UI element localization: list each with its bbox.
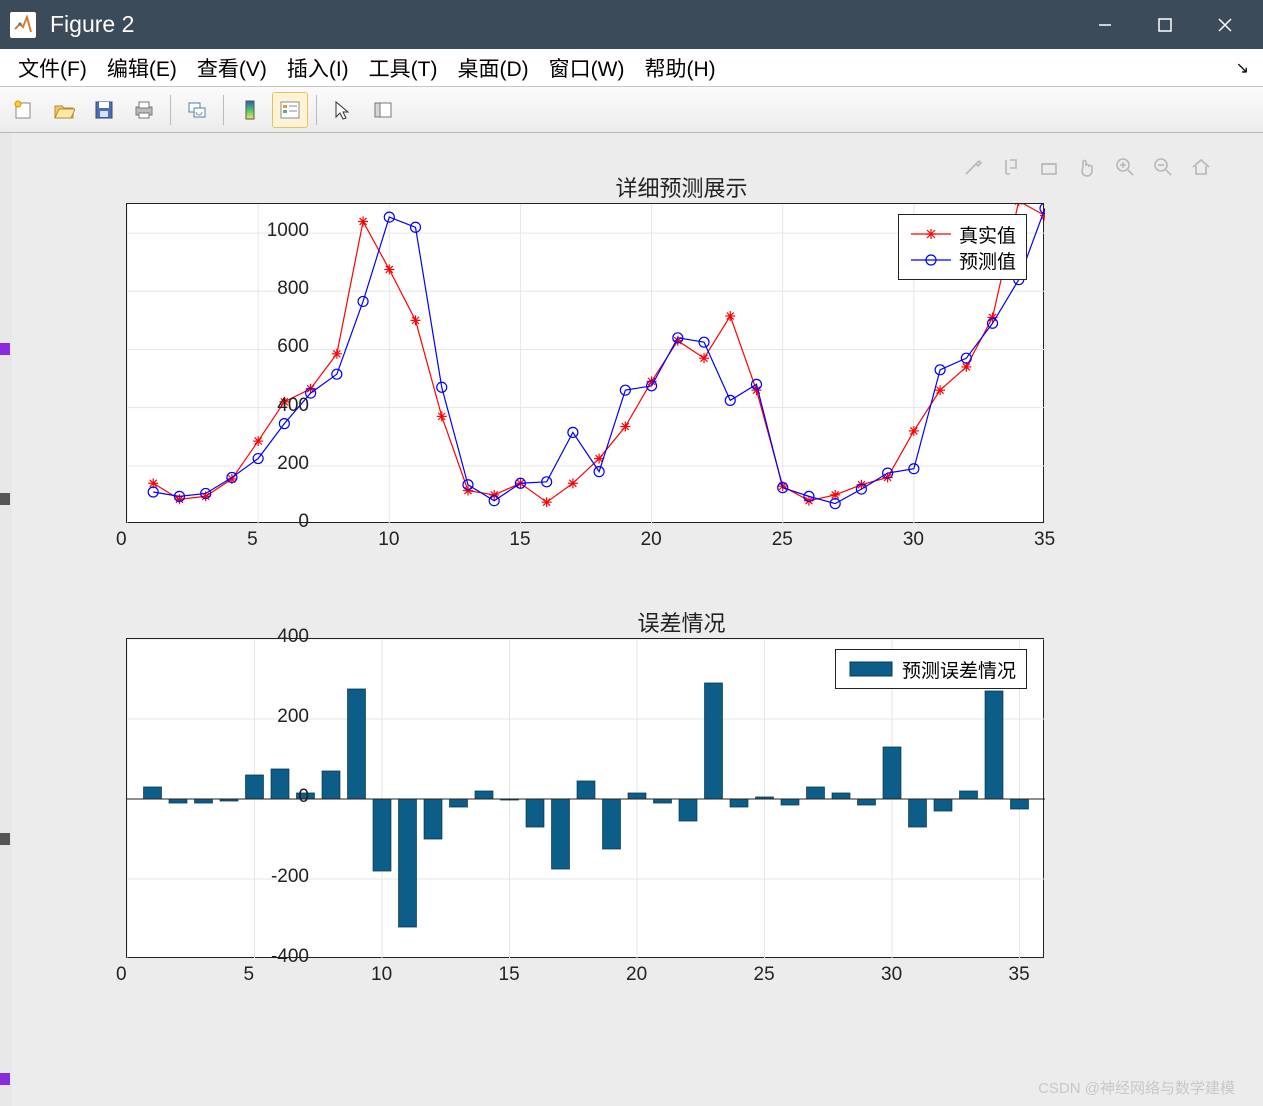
xtick-label: 20	[626, 964, 647, 986]
link-icon[interactable]	[179, 92, 215, 128]
xtick-label: 35	[1034, 529, 1055, 551]
xtick-label: 35	[1009, 964, 1030, 986]
ytick-label: -400	[249, 946, 309, 968]
dock-arrow-icon[interactable]: ↘	[1236, 58, 1255, 78]
menu-insert[interactable]: 插入(I)	[277, 49, 359, 87]
watermark: CSDN @神经网络与数学建模	[1038, 1077, 1235, 1098]
menu-tools[interactable]: 工具(T)	[359, 49, 448, 87]
matlab-icon	[10, 12, 36, 38]
minimize-button[interactable]	[1075, 0, 1135, 49]
legend-entry: 真实值	[909, 221, 1016, 247]
subplot-prediction: 真实值预测值	[126, 203, 1044, 523]
menu-file[interactable]: 文件(F)	[8, 49, 97, 87]
xtick-label: 10	[371, 964, 392, 986]
menu-edit[interactable]: 编辑(E)	[97, 49, 187, 87]
legend-icon[interactable]	[272, 92, 308, 128]
figure-area: 详细预测展示 真实值预测值 02004006008001000 05101520…	[0, 133, 1263, 1106]
menu-help[interactable]: 帮助(H)	[634, 49, 725, 87]
xtick-label: 30	[903, 529, 924, 551]
legend-entry: 预测值	[909, 247, 1016, 273]
xtick-label: 30	[881, 964, 902, 986]
ytick-label: 400	[249, 626, 309, 648]
subplot1-title: 详细预测展示	[126, 171, 1237, 203]
xtick-label: 20	[641, 529, 662, 551]
menubar: 文件(F) 编辑(E) 查看(V) 插入(I) 工具(T) 桌面(D) 窗口(W…	[0, 49, 1263, 87]
maximize-button[interactable]	[1135, 0, 1195, 49]
toolbar	[0, 87, 1263, 133]
open-icon[interactable]	[46, 92, 82, 128]
print-icon[interactable]	[126, 92, 162, 128]
ytick-label: 0	[249, 511, 309, 533]
xtick-label: 5	[247, 529, 258, 551]
xtick-label: 5	[244, 964, 255, 986]
ytick-label: 200	[249, 706, 309, 728]
new-figure-icon[interactable]	[6, 92, 42, 128]
close-button[interactable]	[1195, 0, 1255, 49]
left-edge-strip	[0, 133, 12, 1106]
ytick-label: 400	[249, 395, 309, 417]
subplot1-legend[interactable]: 真实值预测值	[898, 214, 1027, 280]
ytick-label: 800	[249, 278, 309, 300]
panel-icon[interactable]	[365, 92, 401, 128]
xtick-label: 25	[754, 964, 775, 986]
menu-desktop[interactable]: 桌面(D)	[447, 49, 538, 87]
xtick-label: 15	[499, 964, 520, 986]
xtick-label: 10	[378, 529, 399, 551]
ytick-label: 600	[249, 336, 309, 358]
ytick-label: 200	[249, 453, 309, 475]
colorbar-icon[interactable]	[232, 92, 268, 128]
ytick-label: -200	[249, 866, 309, 888]
subplot2-legend[interactable]: 预测误差情况	[835, 649, 1027, 689]
menu-view[interactable]: 查看(V)	[187, 49, 277, 87]
xtick-label: 0	[116, 529, 127, 551]
cursor-icon[interactable]	[325, 92, 361, 128]
xtick-label: 0	[116, 964, 127, 986]
window-title: Figure 2	[50, 11, 134, 38]
save-icon[interactable]	[86, 92, 122, 128]
legend-entry: 预测误差情况	[846, 656, 1016, 682]
xtick-label: 25	[772, 529, 793, 551]
xtick-label: 15	[509, 529, 530, 551]
ytick-label: 0	[249, 786, 309, 808]
menu-window[interactable]: 窗口(W)	[539, 49, 635, 87]
titlebar: Figure 2	[0, 0, 1263, 49]
ytick-label: 1000	[249, 220, 309, 242]
